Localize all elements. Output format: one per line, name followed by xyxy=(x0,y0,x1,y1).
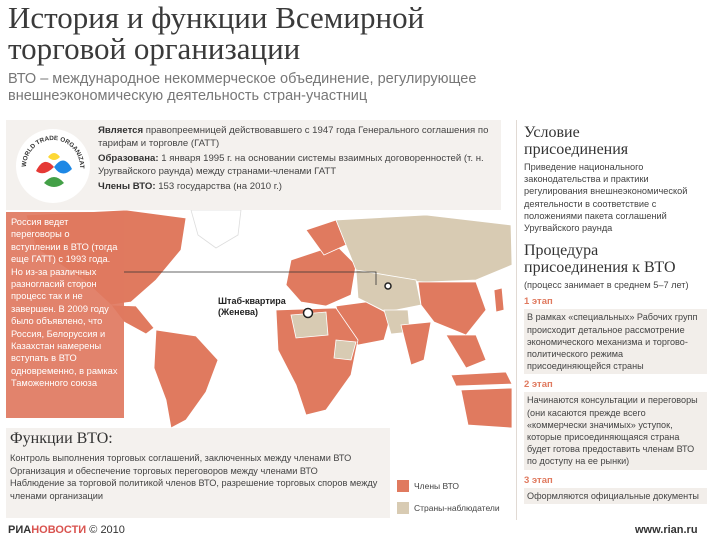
stage-1-text: В рамках «специальных» Рабочих групп про… xyxy=(524,309,707,375)
map-north-africa-observers xyxy=(290,311,329,339)
function-item: Контроль выполнения торговых соглашений,… xyxy=(10,453,352,463)
functions-panel xyxy=(6,428,390,518)
org-members-label: Члены ВТО: xyxy=(98,181,156,192)
map-indonesia xyxy=(450,371,512,387)
accession-panel: Условие присоединения Приведение национа… xyxy=(516,120,713,520)
legend-label-observers: Страны-наблюдатели xyxy=(414,503,500,513)
subtitle-line-2: внешнеэкономическую деятельность стран-у… xyxy=(8,88,368,104)
title-line-2: торговой организации xyxy=(8,31,301,66)
map-europe xyxy=(285,244,357,307)
condition-text: Приведение национального законодательств… xyxy=(524,162,688,234)
footer-brand-b: НОВОСТИ xyxy=(31,524,87,536)
condition-title-line-2: присоединения xyxy=(524,141,629,158)
procedure-title-line-1: Процедура xyxy=(524,242,599,260)
hq-label-line-1: Штаб-квартира xyxy=(218,296,286,306)
stage-2-head: 2 этап xyxy=(524,379,553,391)
footer-url[interactable]: www.rian.ru xyxy=(635,524,698,536)
title-line-1: История и функции Всемирной xyxy=(8,0,425,35)
condition-title-line-1: Условие xyxy=(524,124,580,141)
legend-item-members: Члены ВТО xyxy=(397,480,509,492)
hq-marker xyxy=(302,307,314,319)
org-founded-label: Образована: xyxy=(98,153,159,164)
map-japan xyxy=(493,287,505,313)
function-item: Наблюдение за торговой политикой членов … xyxy=(10,478,378,501)
map-russia xyxy=(335,214,512,283)
stage-3-head: 3 этап xyxy=(524,474,553,486)
stage-2-text: Начинаются консультации и переговоры (он… xyxy=(524,392,707,470)
footer-copyright: © 2010 xyxy=(89,524,125,536)
legend-item-observers: Страны-наблюдатели xyxy=(397,502,509,514)
procedure-note: (процесс занимает в среднем 5–7 лет) xyxy=(524,280,689,291)
org-is-text: правопреемницей действовавшего с 1947 го… xyxy=(98,125,489,149)
functions-list: Контроль выполнения торговых соглашений,… xyxy=(10,452,386,502)
page-title: История и функции Всемирной торговой орг… xyxy=(8,2,424,64)
hq-label: Штаб-квартира (Женева) xyxy=(218,296,286,318)
russia-note-panel: Россия ведет переговоры о вступлении в В… xyxy=(6,212,124,418)
org-founded-text: 1 января 1995 г. на основании системы вз… xyxy=(98,153,484,177)
map-australia xyxy=(460,387,512,429)
subtitle-line-1: ВТО – международное некоммерческое объед… xyxy=(8,71,477,87)
map-east-africa-observers xyxy=(333,339,357,361)
map-india xyxy=(400,321,432,366)
org-info-text: Является правопреемницей действовавшего … xyxy=(98,125,498,197)
legend-swatch-members xyxy=(397,480,409,492)
map-legend: Члены ВТО Страны-наблюдатели xyxy=(397,480,509,524)
org-is-label: Является xyxy=(98,125,144,136)
procedure-title: Процедура присоединения к ВТО xyxy=(524,242,707,276)
wto-logo-icon: WORLD TRADE ORGANIZATION xyxy=(14,127,90,203)
stage-1-head: 1 этап xyxy=(524,296,553,308)
map-south-america xyxy=(153,329,219,429)
hq-label-line-2: (Женева) xyxy=(218,307,258,317)
stage-3-text: Оформляются официальные документы xyxy=(524,487,707,504)
legend-swatch-observers xyxy=(397,502,409,514)
footer-brand-a: РИА xyxy=(8,524,32,536)
page-subtitle: ВТО – международное некоммерческое объед… xyxy=(8,71,476,105)
function-item: Организация и обеспечение торговых перег… xyxy=(10,465,318,476)
ria-novosti-logo: РИАНОВОСТИ © 2010 xyxy=(8,524,125,536)
functions-title: Функции ВТО: xyxy=(10,430,113,447)
map-southeast-asia xyxy=(445,334,487,369)
legend-label-members: Члены ВТО xyxy=(414,481,460,491)
world-map-svg xyxy=(25,210,512,429)
org-members-text: 153 государства (на 2010 г.) xyxy=(158,181,282,192)
procedure-title-line-2: присоединения к ВТО xyxy=(524,259,676,277)
russia-note-text: Россия ведет переговоры о вступлении в В… xyxy=(11,217,118,389)
moscow-marker xyxy=(384,282,392,290)
condition-title: Условие присоединения xyxy=(524,124,707,158)
map-greenland xyxy=(190,210,242,249)
russia-connector-line xyxy=(124,271,377,285)
map-central-asia xyxy=(355,269,422,313)
